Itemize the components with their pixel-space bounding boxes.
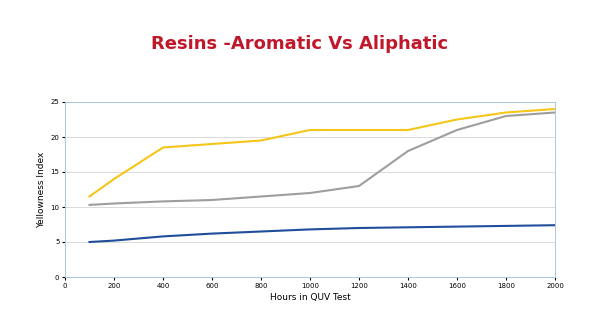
Line: Aliphatic: Aliphatic — [89, 225, 555, 242]
Aliphatic — [454, 225, 461, 228]
Aromatic - Stabilised — [208, 198, 215, 202]
Aromatic - Non Stabilised — [454, 117, 461, 121]
Aromatic - Non Stabilised — [110, 177, 118, 181]
Aliphatic — [257, 230, 265, 233]
Aromatic - Stabilised — [257, 195, 265, 198]
Aromatic - Non Stabilised — [404, 128, 412, 132]
Aromatic - Non Stabilised — [502, 111, 509, 114]
Aromatic - Stabilised — [307, 191, 314, 195]
Aromatic - Stabilised — [502, 114, 509, 118]
Aliphatic — [307, 227, 314, 231]
Aromatic - Non Stabilised — [160, 146, 167, 149]
Aromatic - Stabilised — [355, 184, 362, 188]
Aromatic - Stabilised — [160, 199, 167, 203]
Line: Aromatic - Stabilised: Aromatic - Stabilised — [89, 112, 555, 205]
Aliphatic — [355, 226, 362, 230]
Aliphatic — [404, 226, 412, 229]
Aromatic - Stabilised — [551, 111, 559, 114]
Aromatic - Stabilised — [404, 149, 412, 153]
Aromatic - Non Stabilised — [86, 195, 93, 198]
Aromatic - Non Stabilised — [307, 128, 314, 132]
Aliphatic — [86, 240, 93, 244]
Aromatic - Stabilised — [86, 203, 93, 207]
Aromatic - Stabilised — [110, 202, 118, 205]
Aliphatic — [208, 232, 215, 236]
Aliphatic — [551, 223, 559, 227]
Aromatic - Stabilised — [454, 128, 461, 132]
Y-axis label: Yellowness Index: Yellowness Index — [37, 151, 46, 228]
Line: Aromatic - Non Stabilised: Aromatic - Non Stabilised — [89, 109, 555, 197]
Aromatic - Non Stabilised — [551, 107, 559, 111]
Aromatic - Non Stabilised — [257, 139, 265, 142]
Aromatic - Non Stabilised — [208, 142, 215, 146]
Aliphatic — [110, 239, 118, 243]
X-axis label: Hours in QUV Test: Hours in QUV Test — [269, 293, 350, 302]
Aliphatic — [160, 234, 167, 238]
Aliphatic — [502, 224, 509, 228]
Text: Resins -Aromatic Vs Aliphatic: Resins -Aromatic Vs Aliphatic — [151, 35, 449, 53]
Aromatic - Non Stabilised — [355, 128, 362, 132]
